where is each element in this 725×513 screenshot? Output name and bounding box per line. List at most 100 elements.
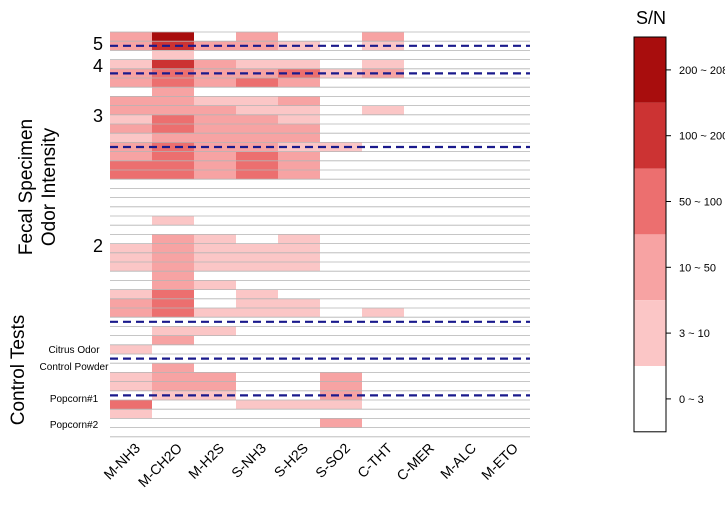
heatmap-cell xyxy=(194,133,236,143)
heatmap-cell xyxy=(278,243,320,254)
legend-swatch xyxy=(634,300,666,366)
heatmap-cell xyxy=(278,308,320,318)
heatmap-cell xyxy=(236,124,278,134)
heatmap-cell xyxy=(110,262,152,272)
heatmap-cell xyxy=(278,151,320,162)
heatmap-cell xyxy=(278,105,320,116)
heatmap-cell xyxy=(152,59,194,70)
heatmap-cell xyxy=(110,243,152,254)
heatmap-cell xyxy=(152,50,194,60)
heatmap-cell xyxy=(278,124,320,134)
legend-label: 3 ~ 10 xyxy=(679,328,710,340)
heatmap-cell xyxy=(194,105,236,116)
heatmap-cell xyxy=(236,114,278,125)
heatmap-cell xyxy=(362,32,404,42)
heatmap-cell xyxy=(110,114,152,125)
heatmap-cell xyxy=(152,151,194,162)
heatmap-cell xyxy=(320,381,362,392)
heatmap-cell xyxy=(194,78,236,88)
heatmap-cell xyxy=(236,298,278,309)
legend-label: 100 ~ 200 xyxy=(679,131,725,143)
heatmap-cell xyxy=(152,160,194,171)
heatmap-cell xyxy=(110,59,152,70)
heatmap-cell xyxy=(320,400,362,410)
heatmap-cell xyxy=(236,151,278,162)
heatmap-cell xyxy=(152,243,194,254)
heatmap-cell xyxy=(278,96,320,106)
heatmap-cell xyxy=(194,170,236,180)
heatmap-cell xyxy=(152,271,194,281)
heatmap-cell xyxy=(110,32,152,42)
column-label: S-NH3 xyxy=(228,440,269,481)
heatmap-cell xyxy=(194,160,236,171)
heatmap-cell xyxy=(278,170,320,180)
heatmap-cell xyxy=(152,105,194,116)
heatmap-cell xyxy=(362,59,404,70)
heatmap-cell xyxy=(194,326,236,336)
heatmap-cell xyxy=(152,335,194,346)
heatmap-cell xyxy=(110,160,152,171)
heatmap-cell xyxy=(194,124,236,134)
column-label: S-H2S xyxy=(271,440,311,480)
heatmap-cell xyxy=(320,390,362,401)
heatmap-cell xyxy=(194,280,236,290)
heatmap-cell xyxy=(278,59,320,70)
heatmap-cell xyxy=(362,308,404,318)
heatmap-cell xyxy=(236,400,278,410)
heatmap-cell xyxy=(152,372,194,382)
intensity-level-label: 3 xyxy=(93,106,103,126)
heatmap-cell xyxy=(110,344,152,355)
heatmap-cell xyxy=(152,234,194,244)
heatmap-cell xyxy=(152,262,194,272)
heatmap-cell xyxy=(152,133,194,143)
heatmap-cell xyxy=(236,78,278,88)
heatmap-cell xyxy=(152,280,194,290)
intensity-level-label: 5 xyxy=(93,34,103,54)
control-test-label: Citrus Odor xyxy=(48,345,100,356)
heatmap-cell xyxy=(110,78,152,88)
heatmap-cell xyxy=(110,409,152,419)
control-test-label: Control Powder xyxy=(40,362,110,373)
heatmap-cell xyxy=(110,96,152,106)
legend-label: 10 ~ 50 xyxy=(679,262,716,274)
heatmap-cell xyxy=(110,133,152,143)
heatmap-cell xyxy=(152,381,194,392)
heatmap-cell xyxy=(110,124,152,134)
intensity-level-label: 2 xyxy=(93,236,103,256)
control-test-label: Popcorn#1 xyxy=(50,394,99,405)
column-label: C-MER xyxy=(393,440,437,484)
heatmap-cell xyxy=(278,114,320,125)
heatmap-cell xyxy=(152,96,194,106)
heatmap-cell xyxy=(152,142,194,152)
legend-swatch xyxy=(634,37,666,103)
intensity-level-label: 4 xyxy=(93,56,103,76)
heatmap-cell xyxy=(320,142,362,152)
heatmap-cell xyxy=(152,390,194,401)
heatmap-cell xyxy=(278,252,320,263)
heatmap-cell xyxy=(320,418,362,428)
heatmap-cell xyxy=(236,59,278,70)
heatmap-cell xyxy=(110,289,152,300)
heatmap-cell xyxy=(152,124,194,134)
column-label: M-CH2O xyxy=(135,440,185,490)
heatmap-cell xyxy=(320,68,362,79)
heatmap-cell xyxy=(278,400,320,410)
control-tests-title: Control Tests xyxy=(8,315,29,426)
heatmap-cell xyxy=(110,372,152,382)
control-test-label: Popcorn#2 xyxy=(50,420,99,431)
legend-swatch xyxy=(634,102,666,169)
heatmap-cell xyxy=(110,105,152,116)
heatmap-cell xyxy=(152,252,194,263)
heatmap-cell xyxy=(152,78,194,88)
heatmap-cell xyxy=(194,96,236,106)
legend-title: S/N xyxy=(636,8,666,28)
column-label: S-SO2 xyxy=(312,440,353,481)
heatmap-cell xyxy=(152,289,194,300)
heatmap-cell xyxy=(236,308,278,318)
heatmap-cell xyxy=(110,400,152,410)
column-label: C-THT xyxy=(354,440,395,481)
heatmap-cell xyxy=(110,298,152,309)
heatmap-cell xyxy=(194,151,236,162)
